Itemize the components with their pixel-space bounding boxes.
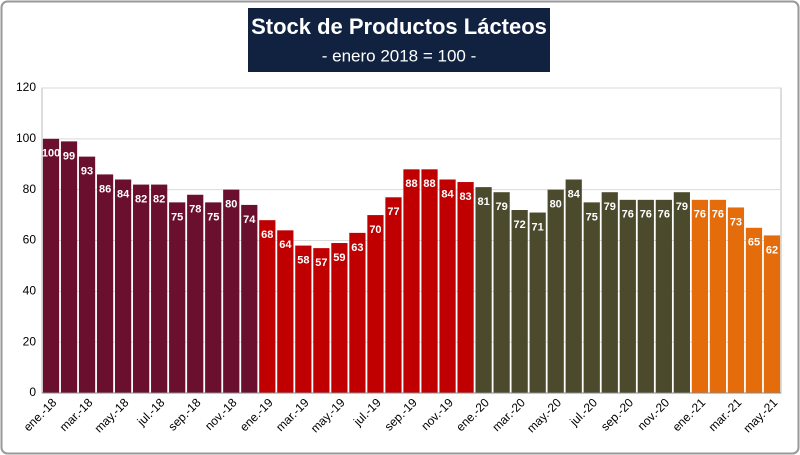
bar (439, 179, 456, 393)
bar (385, 197, 402, 393)
chart-subtitle: - enero 2018 = 100 - (322, 46, 477, 65)
value-label: 100 (42, 148, 60, 160)
value-label: 88 (423, 178, 435, 190)
value-label: 83 (459, 191, 471, 203)
value-label: 76 (658, 209, 670, 221)
value-label: 76 (622, 209, 634, 221)
value-label: 57 (315, 257, 327, 269)
value-label: 76 (640, 209, 652, 221)
bar (133, 184, 150, 393)
value-label: 73 (730, 216, 742, 228)
bar (619, 199, 636, 393)
value-label: 76 (712, 209, 724, 221)
bar (295, 245, 312, 393)
bar (673, 192, 690, 393)
bar (565, 179, 582, 393)
bar (259, 220, 276, 393)
bar (691, 199, 709, 393)
value-label: 79 (604, 201, 616, 213)
value-label: 64 (279, 239, 292, 251)
bar (547, 189, 564, 393)
y-tick-label: 100 (16, 131, 36, 145)
bar (655, 199, 672, 393)
value-label: 80 (550, 199, 562, 211)
value-label: 80 (225, 199, 237, 211)
bar (583, 202, 600, 393)
bar (114, 179, 132, 393)
value-label: 82 (135, 193, 147, 205)
bar (205, 202, 222, 393)
value-label: 71 (532, 221, 544, 233)
bar (349, 232, 366, 393)
value-label: 76 (694, 209, 706, 221)
value-label: 99 (63, 150, 75, 162)
bar (223, 189, 240, 393)
y-tick-label: 60 (23, 233, 37, 247)
value-label: 75 (207, 211, 219, 223)
title-box (248, 8, 550, 72)
value-label: 68 (261, 229, 273, 241)
y-tick-label: 40 (23, 284, 37, 298)
bar (421, 169, 438, 393)
bar (367, 215, 384, 393)
value-label: 70 (369, 224, 381, 236)
bar (745, 227, 763, 393)
y-tick-label: 80 (23, 182, 37, 196)
y-tick-label: 0 (29, 385, 36, 399)
bar (331, 243, 348, 393)
value-label: 59 (333, 252, 345, 264)
value-label: 75 (171, 211, 183, 223)
y-tick-label: 20 (23, 334, 37, 348)
value-label: 84 (117, 188, 130, 200)
bar (277, 230, 294, 393)
bar (151, 184, 168, 393)
bar (78, 156, 96, 393)
value-label: 82 (153, 193, 165, 205)
value-label: 78 (189, 204, 201, 216)
value-label: 62 (766, 244, 778, 256)
bar (60, 141, 78, 393)
bar (637, 199, 654, 393)
value-label: 81 (477, 196, 489, 208)
chart-title: Stock de Productos Lácteos (251, 14, 547, 39)
bar (96, 174, 114, 393)
bar (529, 212, 546, 393)
bar (457, 182, 474, 393)
bar (709, 199, 727, 393)
value-label: 72 (514, 219, 526, 231)
value-label: 84 (441, 188, 454, 200)
value-label: 86 (99, 183, 111, 195)
value-label: 74 (243, 214, 256, 226)
bar (763, 235, 781, 393)
value-label: 93 (81, 166, 93, 178)
bar (241, 204, 258, 393)
bar (313, 248, 330, 393)
value-label: 84 (568, 188, 581, 200)
value-label: 77 (387, 206, 399, 218)
bar (727, 207, 745, 393)
bar (601, 192, 618, 393)
value-label: 58 (297, 254, 309, 266)
value-label: 79 (495, 201, 507, 213)
bar (403, 169, 420, 393)
value-label: 79 (676, 201, 688, 213)
value-label: 88 (405, 178, 417, 190)
value-label: 75 (586, 211, 598, 223)
bar (511, 210, 528, 393)
bar (187, 194, 204, 393)
value-label: 63 (351, 242, 363, 254)
bar (493, 192, 510, 393)
bar (42, 138, 60, 393)
value-label: 65 (748, 237, 760, 249)
bar (475, 187, 492, 393)
bar (169, 202, 186, 393)
y-tick-label: 120 (16, 80, 36, 94)
